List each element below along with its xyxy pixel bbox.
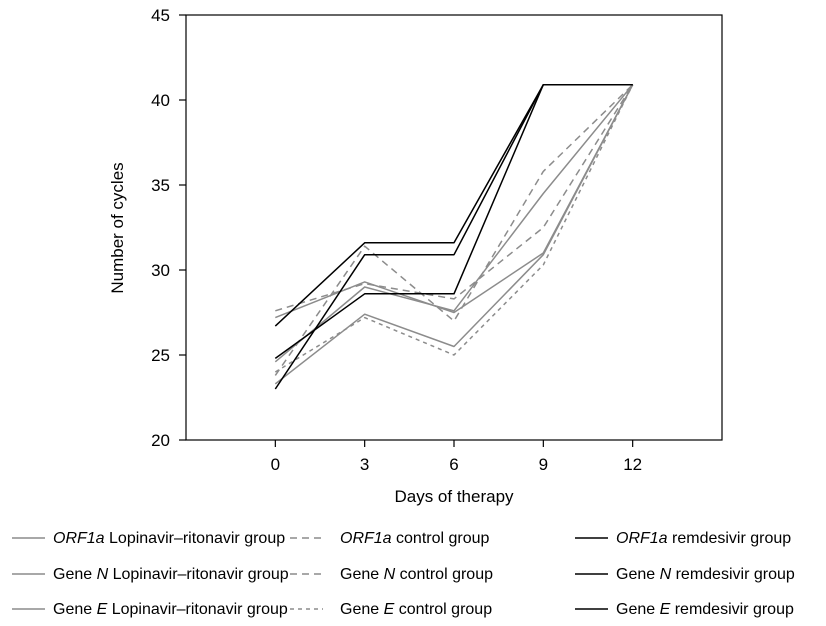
legend-label-gene: ORF1a: [616, 530, 668, 547]
series-line-4: [274, 84, 634, 376]
legend-label: Gene N remdesivir group: [616, 566, 795, 583]
legend-label-gene: ORF1a: [340, 530, 392, 547]
y-tick-label: 35: [151, 176, 170, 195]
series-line-2: [275, 84, 634, 319]
x-tick-label: 12: [623, 455, 642, 474]
legend-label-suffix: Lopinavir–ritonavir group: [107, 601, 288, 618]
legend-label-prefix: Gene: [53, 566, 97, 583]
y-axis-title: Number of cycles: [108, 162, 127, 293]
legend-label-gene: N: [384, 566, 396, 583]
legend-label-suffix: control group: [394, 601, 492, 618]
legend-label-prefix: Gene: [616, 566, 660, 583]
x-tick-label: 0: [271, 455, 280, 474]
legend-label: ORF1a remdesivir group: [616, 530, 791, 547]
x-tick-label: 6: [449, 455, 458, 474]
legend-label-gene: N: [660, 566, 672, 583]
y-tick-label: 40: [151, 91, 170, 110]
x-tick-label: 9: [539, 455, 548, 474]
legend-label: Gene N Lopinavir–ritonavir group: [53, 566, 289, 583]
legend-label-prefix: Gene: [340, 566, 384, 583]
legend-label-prefix: Gene: [340, 601, 384, 618]
series-line-1: [274, 84, 634, 363]
legend-label-suffix: remdesivir group: [670, 601, 794, 618]
series-line-5: [275, 84, 634, 312]
legend-label-suffix: remdesivir group: [668, 530, 792, 547]
legend-label-gene: E: [97, 601, 108, 618]
legend-label-suffix: control group: [395, 566, 493, 583]
legend-label: Gene N control group: [340, 566, 493, 583]
x-tick-label: 3: [360, 455, 369, 474]
legend-label: ORF1a Lopinavir–ritonavir group: [53, 530, 285, 547]
series-line-7: [274, 83, 633, 327]
legend-label: ORF1a control group: [340, 530, 490, 547]
y-tick-label: 45: [151, 6, 170, 25]
series-line-6: [274, 84, 634, 373]
legend-label: Gene E Lopinavir–ritonavir group: [53, 601, 288, 618]
y-tick-label: 25: [151, 346, 170, 365]
plot-frame: [185, 14, 723, 441]
legend-label-prefix: Gene: [616, 601, 660, 618]
legend-label-suffix: control group: [392, 530, 490, 547]
legend-label-gene: ORF1a: [53, 530, 105, 547]
legend-label-gene: E: [660, 601, 671, 618]
legend-label-suffix: remdesivir group: [671, 566, 795, 583]
legend-label: Gene E control group: [340, 601, 492, 618]
legend-label: Gene E remdesivir group: [616, 601, 794, 618]
legend-label-prefix: Gene: [53, 601, 97, 618]
y-tick-label: 30: [151, 261, 170, 280]
y-tick-label: 20: [151, 431, 170, 450]
series-line-9: [274, 83, 633, 360]
series-line-3: [274, 84, 634, 385]
x-axis-title: Days of therapy: [394, 487, 514, 506]
series-line-8: [274, 83, 633, 390]
legend-label-suffix: Lopinavir–ritonavir group: [105, 530, 286, 547]
legend-label-suffix: Lopinavir–ritonavir group: [108, 566, 289, 583]
legend-label-gene: N: [97, 566, 109, 583]
legend-label-gene: E: [384, 601, 395, 618]
